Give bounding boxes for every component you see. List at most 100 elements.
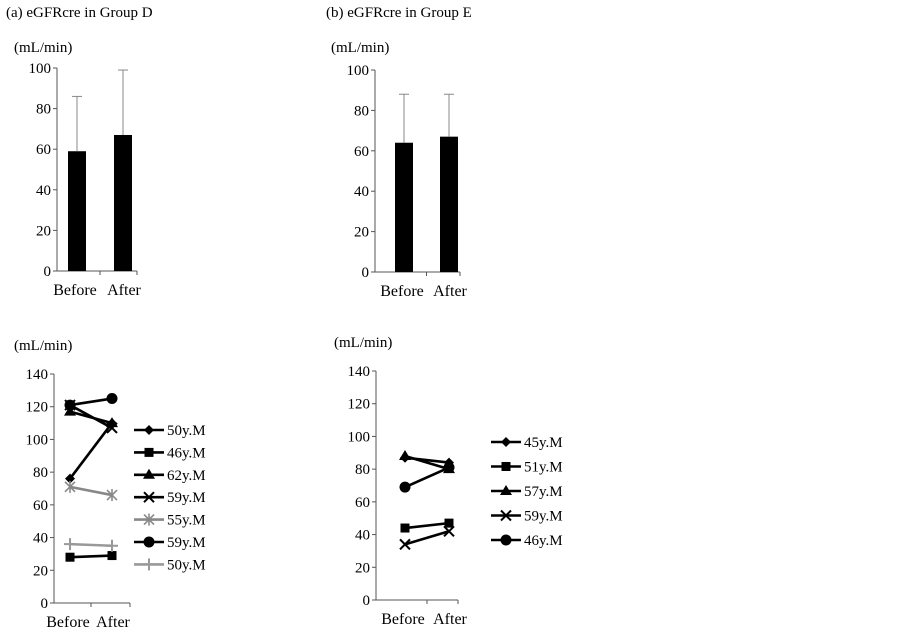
legend-label: 50y.M (167, 423, 206, 439)
legend-label: 51y.M (524, 460, 563, 476)
series-line (69, 397, 113, 407)
series-line (404, 530, 450, 546)
y-tick-label: 120 (348, 397, 371, 413)
series-1: 50y.M (65, 418, 206, 484)
y-tick-label: 100 (29, 61, 52, 77)
legend-label: 62y.M (167, 468, 206, 484)
data-point (399, 481, 411, 493)
legend-marker (143, 536, 155, 548)
x-tick-label: Before (46, 614, 90, 627)
x-tick-label: Before (53, 282, 97, 299)
data-point (107, 551, 117, 561)
data-point (65, 552, 75, 562)
y-tick-label: 80 (354, 103, 369, 119)
legend-marker (501, 437, 511, 447)
y-axis-unit-label: (mL/min) (331, 40, 389, 56)
x-tick-label: After (96, 614, 130, 627)
series-4: 59y.M (399, 509, 563, 551)
series-line (404, 521, 450, 530)
legend-label: 59y.M (167, 490, 206, 506)
x-tick-label: After (433, 611, 467, 627)
x-tick-label: After (107, 282, 141, 299)
y-tick-label: 0 (362, 265, 370, 281)
data-point (106, 539, 118, 552)
y-tick-label: 0 (44, 264, 52, 280)
chart-3: (mL/min) 0 20 40 60 80 100 120 140 Before After 50y… (14, 338, 206, 627)
legend-label: 57y.M (524, 484, 563, 500)
series-3: 57y.M (399, 450, 563, 500)
x-tick-label: Before (381, 611, 425, 627)
series-line (69, 403, 113, 430)
legend-marker (143, 491, 155, 503)
series-line (69, 554, 113, 559)
data-point (64, 399, 76, 411)
y-tick-label: 40 (355, 528, 370, 544)
legend-marker (500, 485, 512, 495)
y-tick-label: 20 (36, 223, 51, 239)
chart-4: (mL/min) 0 20 40 60 80 100 120 140 Before After 45y… (334, 335, 563, 627)
y-tick-label: 40 (36, 183, 51, 199)
chart-2: (b) eGFRcre in Group E (mL/min) 0 20 40 60 80 1… (326, 5, 472, 300)
legend-marker (144, 447, 154, 457)
series-6: 59y.M (64, 393, 206, 551)
data-point (399, 450, 411, 461)
series-line (68, 422, 114, 480)
y-tick-label: 80 (33, 465, 48, 481)
legend-label: 46y.M (167, 445, 206, 461)
data-point (444, 518, 454, 528)
y-tick-label: 60 (355, 495, 370, 511)
y-tick-label: 140 (26, 367, 49, 383)
chart-title: (a) eGFRcre in Group D (6, 5, 153, 21)
legend-marker (143, 513, 155, 526)
data-point (106, 489, 118, 502)
legend-marker (144, 425, 154, 435)
y-tick-label: 40 (33, 531, 48, 547)
y-tick-label: 0 (363, 593, 371, 609)
y-tick-label: 20 (355, 560, 370, 576)
data-point (64, 405, 76, 416)
data-point (65, 473, 75, 484)
series-line (69, 542, 113, 548)
bar (395, 142, 413, 272)
y-tick-label: 20 (354, 225, 369, 241)
legend-label: 45y.M (524, 435, 563, 451)
series-7: 50y.M (64, 538, 206, 573)
legend-label: 46y.M (524, 533, 563, 549)
chart-1: (a) eGFRcre in Group D (mL/min) 0 20 40 60 80 1… (6, 5, 153, 299)
y-tick-label: 60 (36, 142, 51, 158)
legend-label: 50y.M (167, 557, 206, 573)
data-point (443, 462, 455, 474)
x-tick-label: After (433, 283, 467, 300)
y-tick-label: 100 (26, 432, 49, 448)
series-2: 46y.M (65, 445, 206, 562)
legend-marker (143, 468, 155, 479)
series-line (69, 485, 113, 497)
bar (114, 134, 132, 271)
bar (440, 136, 458, 272)
data-point (443, 525, 455, 538)
y-tick-label: 40 (354, 184, 369, 200)
y-tick-label: 120 (26, 400, 49, 416)
x-tick-label: Before (380, 283, 424, 300)
y-tick-label: 80 (36, 102, 51, 118)
y-tick-label: 0 (41, 596, 49, 612)
y-tick-label: 100 (348, 429, 371, 445)
series-2: 51y.M (400, 460, 563, 533)
series-5: 46y.M (399, 462, 563, 549)
series-line (404, 466, 450, 489)
y-tick-label: 60 (354, 144, 369, 160)
legend-marker (501, 462, 511, 471)
legend-marker (500, 534, 512, 546)
y-tick-label: 140 (348, 364, 371, 380)
legend-marker (143, 558, 155, 571)
series-5: 55y.M (64, 480, 206, 529)
legend-marker (500, 509, 512, 522)
data-point (399, 538, 411, 551)
y-tick-label: 20 (33, 563, 48, 579)
legend-label: 59y.M (524, 509, 563, 525)
data-point (400, 523, 410, 533)
data-point (64, 538, 76, 551)
data-point (106, 422, 118, 434)
y-axis-unit-label: (mL/min) (14, 40, 72, 56)
